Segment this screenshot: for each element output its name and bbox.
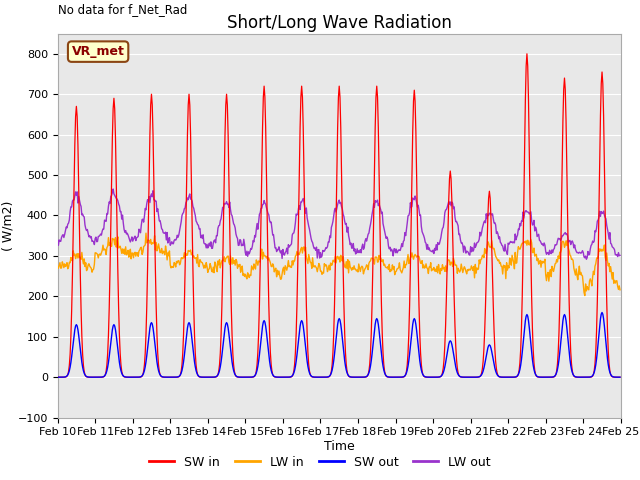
Text: No data for f_Net_Rad: No data for f_Net_Rad [58, 3, 187, 16]
Title: Short/Long Wave Radiation: Short/Long Wave Radiation [227, 14, 452, 32]
Legend: SW in, LW in, SW out, LW out: SW in, LW in, SW out, LW out [144, 451, 496, 474]
X-axis label: Time: Time [324, 440, 355, 453]
Y-axis label: ( W/m2): ( W/m2) [2, 201, 15, 251]
Text: VR_met: VR_met [72, 45, 125, 58]
